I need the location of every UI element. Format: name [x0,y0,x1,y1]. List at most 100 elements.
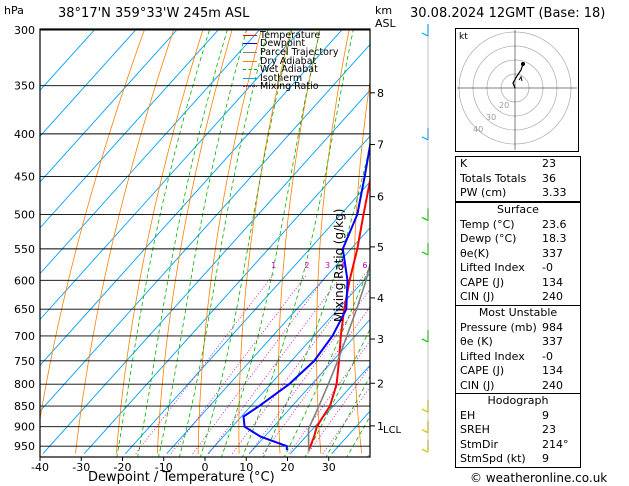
stat-label: SREH [460,423,490,436]
legend-swatch [243,43,257,45]
legend-item: Mixing Ratio [243,81,338,93]
legend-swatch [243,77,257,79]
mixing-ratio-label: 8 [379,261,384,270]
mixing-ratio-label: 4 [340,261,345,270]
isotherm-line [83,135,370,455]
pressure-tick-label: 950 [14,440,35,453]
dry-adiabat-line [238,29,292,454]
stat-row: K 23 [456,157,580,172]
legend-label: Temperature [260,29,321,41]
stat-label: Lifted Index [460,349,525,363]
km-tick-label: 8 [377,87,384,100]
wind-barb [421,408,429,413]
stat-value: 214° [542,437,569,451]
dry-adiabat-line [612,5,629,454]
stat-row: Pressure (mb) 984 [456,321,580,336]
mixing-ratio-label: 25 [445,261,455,270]
isotherm-line [248,318,370,455]
legend-item: Temperature [243,31,338,40]
mixing-ratio-line [307,365,370,454]
legend-label: Dewpoint [260,38,306,50]
legend-label: Mixing Ratio [260,81,319,93]
isotherm-line [40,29,138,137]
dry-adiabat-line [583,5,629,454]
wind-barb [421,216,429,221]
x-tick-label: 30 [322,461,336,474]
legend: Temperature Dewpoint Parcel Trajectory Dry … [243,31,338,93]
pressure-tick-label: 350 [14,80,35,93]
stat-label: CIN (J) [460,290,495,303]
stat-label: Dewp (°C) [460,232,517,245]
stat-row: CAPE (J) 134 [456,276,580,291]
wet-adiabat-line [116,29,211,457]
hodograph-trace [512,63,524,89]
x-tick-label: -40 [31,461,49,474]
stat-label: CIN (J) [460,378,495,392]
stat-value: 134 [542,275,563,289]
wet-adiabat-line [325,375,370,457]
km-tick-label: 1 [377,420,384,433]
stat-row: CIN (J) 240 [456,290,580,305]
surface-panel: Surface Temp (°C) 23.6 Dewp (°C) 18.3 θe(K) 33… [455,202,581,306]
stat-label: Pressure (mb) [460,320,537,334]
stat-value: 23 [542,423,556,436]
pressure-tick-label: 900 [14,421,35,434]
legend-swatch [243,69,257,71]
stat-value: 36 [542,171,556,185]
stat-label: K [460,157,468,170]
mixing-ratio-label: 6 [362,261,367,270]
stat-value: 3.33 [542,186,567,199]
pressure-tick-label: 300 [14,24,35,37]
x-tick-label: -20 [114,461,132,474]
dry-adiabat-line [40,29,146,422]
isotherm-line [125,181,370,455]
mixing-ratio-line [288,340,370,454]
x-tick-label: 10 [239,461,253,474]
wind-barb [421,338,429,343]
isotherm-line [207,272,370,455]
mixing-ratio-line [135,273,274,454]
mixing-ratio-label: 20 [431,261,441,270]
dry-adiabat-line [389,5,411,454]
isotherm-line [40,43,370,412]
storm-motion-marker [518,75,523,82]
wind-barb [421,136,429,141]
legend-item: Isotherm [243,74,338,83]
stat-value: 240 [542,290,563,303]
km-label: km [375,4,393,17]
pressure-tick-label: 450 [14,170,35,183]
legend-swatch [243,51,257,53]
stat-row: Temp (°C) 23.6 [456,218,580,233]
temperature-profile [307,175,370,451]
stat-value: 240 [542,378,563,392]
stat-value: 9 [542,408,549,422]
indices-panel: K 23 Totals Totals 36 PW (cm) 3.33 [455,156,581,202]
dry-adiabat-line [156,29,233,454]
stat-label: θe(K) [460,246,490,260]
most-unstable-panel: Most Unstable Pressure (mb) 984 θe (K) 337 Li… [455,305,581,394]
stat-row: Lifted Index -0 [456,261,580,276]
stat-value: 23 [542,157,556,170]
stat-label: CAPE (J) [460,364,505,377]
x-axis-label: Dewpoint / Temperature (°C) [88,470,275,485]
dry-adiabat-line [277,29,321,454]
stat-value: -0 [542,261,553,274]
wind-barb [421,32,429,37]
hodograph-ring-label: 40 [473,125,483,134]
stat-label: PW (cm) [460,186,507,199]
isotherm-line [40,29,220,229]
pressure-tick-label: 750 [14,355,35,368]
stat-label: Totals Totals [460,171,527,185]
legend-swatch [243,86,257,88]
datetime-title: 30.08.2024 12GMT (Base: 18) [410,6,606,21]
km-tick-label: 5 [377,241,384,254]
mixing-ratio-line [249,288,370,454]
mixing-ratio-label: 2 [304,261,309,270]
pressure-tick-label: 700 [14,330,35,343]
x-tick-label: 0 [202,461,209,474]
panel-title: Hodograph [487,394,549,407]
stat-row: θe (K) 337 [456,335,580,350]
hodograph-point [521,62,525,66]
wet-adiabat-line [262,142,370,457]
